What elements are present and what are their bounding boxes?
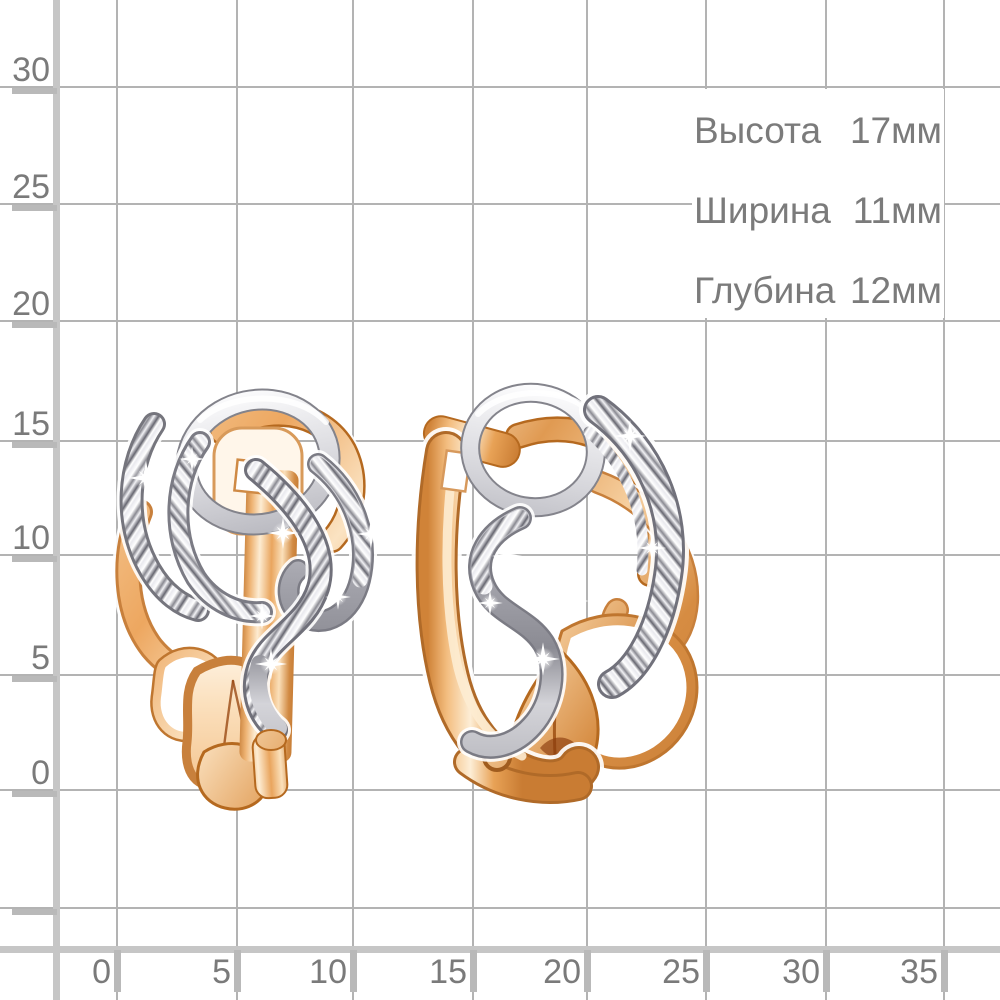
grid-line-vertical xyxy=(586,0,588,1000)
y-axis-label: 0 xyxy=(31,754,50,792)
y-axis-tick xyxy=(12,322,57,328)
grid-line-horizontal xyxy=(0,86,1000,88)
x-axis-label: 25 xyxy=(662,953,700,991)
dimension-value: 17мм xyxy=(849,110,942,151)
y-axis-tick xyxy=(12,791,57,797)
dimension-label: Глубина xyxy=(694,270,836,311)
grid-line-vertical xyxy=(472,0,474,1000)
dimension-value: 11мм xyxy=(852,190,942,231)
grid-line-vertical xyxy=(705,0,707,1000)
x-axis-label: 10 xyxy=(309,953,347,991)
ruler-axis-horizontal xyxy=(0,946,1000,953)
x-axis-tick xyxy=(470,950,477,992)
y-axis-label: 5 xyxy=(31,639,50,677)
y-axis-tick xyxy=(12,205,57,211)
y-axis-label: 10 xyxy=(12,519,50,557)
y-axis-tick xyxy=(12,676,57,682)
y-axis-label: 20 xyxy=(12,285,50,323)
grid-line-vertical xyxy=(943,0,945,1000)
dimension-row: Высота 17мм xyxy=(694,111,942,151)
dimension-row: Ширина 11мм xyxy=(694,191,942,231)
x-axis-tick xyxy=(941,950,948,992)
x-axis-tick xyxy=(703,950,710,992)
y-axis-label: 25 xyxy=(12,168,50,206)
dimension-label: Ширина xyxy=(694,190,831,231)
grid-line-horizontal xyxy=(0,320,1000,322)
grid-line-vertical xyxy=(825,0,827,1000)
right-earring xyxy=(411,382,702,806)
dimensions-panel: Высота 17мм Ширина 11мм Глубина 12мм xyxy=(692,89,944,318)
y-axis-tick xyxy=(12,88,57,94)
x-axis-tick xyxy=(234,950,241,992)
x-axis-tick xyxy=(584,950,591,992)
y-axis-label: 30 xyxy=(12,51,50,89)
x-axis-label: 0 xyxy=(92,953,111,991)
x-axis-label: 35 xyxy=(900,953,938,991)
x-axis-label: 30 xyxy=(782,953,820,991)
grid-line-horizontal xyxy=(0,907,1000,909)
y-axis-tick xyxy=(12,556,57,562)
grid-line-horizontal xyxy=(0,674,1000,676)
dimension-row: Глубина 12мм xyxy=(694,271,942,311)
left-earring xyxy=(112,388,386,811)
x-axis-label: 15 xyxy=(429,953,467,991)
x-axis-label: 20 xyxy=(543,953,581,991)
y-axis-tick xyxy=(12,442,57,448)
x-axis-tick xyxy=(350,950,357,992)
x-axis-tick xyxy=(114,950,121,992)
x-axis-label: 5 xyxy=(212,953,231,991)
grid-line-horizontal xyxy=(0,203,1000,205)
y-axis-tick xyxy=(12,909,57,915)
dimension-label: Высота xyxy=(694,110,822,151)
dimension-value: 12мм xyxy=(849,270,942,311)
y-axis-label: 15 xyxy=(12,405,50,443)
x-axis-tick xyxy=(823,950,830,992)
ruler-axis-vertical xyxy=(53,0,60,1000)
